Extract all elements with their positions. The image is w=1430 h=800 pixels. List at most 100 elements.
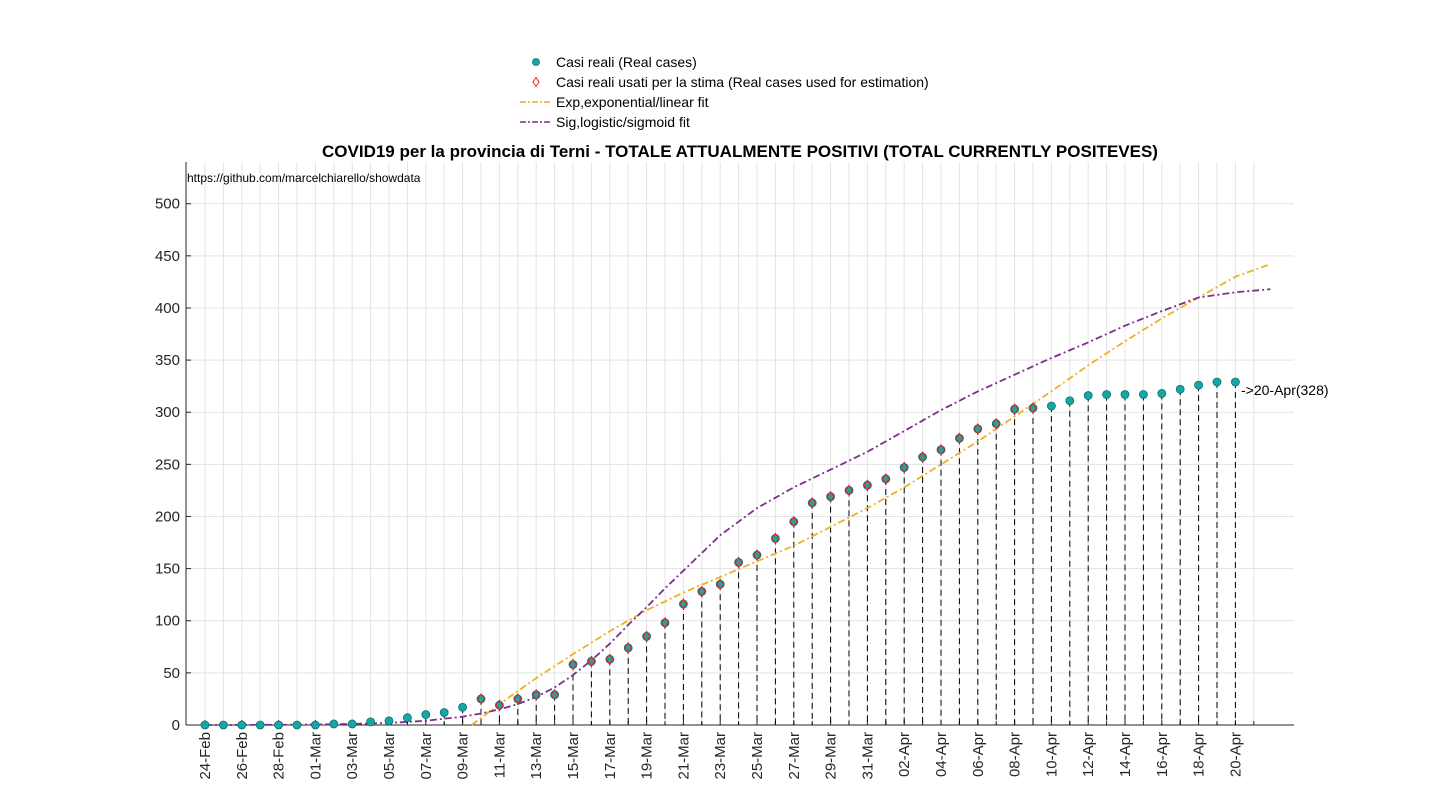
x-tick-label: 04-Apr [933, 732, 950, 777]
data-point [734, 557, 743, 567]
x-tick-label: 12-Apr [1080, 732, 1097, 777]
data-point [1139, 390, 1148, 399]
data-point [642, 631, 651, 641]
x-tick-label: 09-Mar [455, 732, 472, 780]
data-point [899, 463, 909, 472]
legend-item-exp-fit: Exp,exponential/linear fit [516, 92, 976, 112]
x-tick-label: 16-Apr [1154, 732, 1171, 777]
estimation-marker [863, 479, 872, 492]
data-point [807, 498, 817, 508]
data-point [605, 654, 615, 664]
data-point [1065, 396, 1075, 406]
dash-line-icon [520, 101, 552, 103]
estimation-marker [973, 423, 982, 435]
estimation-marker [476, 693, 486, 705]
x-tick-label: 06-Apr [970, 732, 987, 777]
estimation-marker [900, 461, 909, 474]
data-point [1120, 390, 1130, 399]
x-tick-label: 25-Mar [749, 732, 766, 780]
estimation-marker [587, 655, 596, 668]
data-point [494, 700, 504, 710]
estimation-marker [881, 473, 890, 485]
estimation-marker [550, 688, 559, 701]
fit-line [204, 288, 1271, 726]
legend-label: Sig,logistic/sigmoid fit [556, 114, 690, 130]
estimation-marker [532, 688, 541, 701]
estimation-marker [992, 417, 1001, 430]
fit-line [471, 263, 1271, 726]
data-point [402, 713, 412, 723]
x-tick-label: 17-Mar [602, 732, 619, 780]
data-point [1194, 380, 1203, 390]
data-point [973, 424, 983, 434]
data-point [1157, 389, 1167, 398]
y-tick-label: 100 [155, 613, 180, 630]
data-point [697, 587, 707, 596]
x-tick-label: 24-Feb [197, 732, 214, 780]
data-point [347, 719, 357, 729]
x-tick-label: 07-Mar [418, 732, 435, 780]
data-point [384, 716, 394, 726]
x-tick-label: 05-Mar [381, 732, 398, 780]
dash-line-icon [520, 121, 552, 123]
fit-lines [204, 263, 1271, 726]
data-point [936, 445, 946, 455]
legend: Casi reali (Real cases) Casi reali usati… [516, 52, 976, 132]
estimation-marker [495, 699, 504, 712]
diamond-icon [532, 76, 540, 88]
drop-lines [370, 381, 1236, 725]
x-tick-labels: 24-Feb 26-Feb 28-Feb 01-Mar 03-Mar 05-Mar 07-M… [197, 732, 1244, 780]
data-point [660, 618, 670, 628]
x-tick-label: 11-Mar [491, 732, 508, 778]
y-tick-labels: 0 50 100 150 200 250 300 350 400 450 500 [155, 196, 180, 734]
data-point [1028, 403, 1038, 413]
grid-lines [186, 162, 1294, 726]
x-tick-label: 10-Apr [1043, 732, 1060, 777]
estimation-marker [844, 484, 854, 497]
estimation-markers [476, 402, 1038, 712]
estimation-marker [660, 616, 670, 629]
y-tick-label: 0 [172, 717, 180, 734]
estimation-marker [716, 578, 725, 591]
data-point [237, 720, 247, 730]
y-tick-label: 150 [155, 561, 180, 578]
x-tick-label: 23-Mar [712, 732, 729, 780]
data-point [752, 550, 762, 560]
data-point [568, 660, 578, 669]
x-tick-label: 02-Apr [896, 732, 913, 777]
estimation-marker [624, 641, 633, 654]
estimation-marker [642, 630, 651, 643]
x-tick-label: 01-Mar [307, 732, 324, 780]
data-point [1047, 401, 1056, 411]
y-tick-label: 200 [155, 508, 180, 525]
chart-title: COVID19 per la provincia di Terni - TOTA… [322, 142, 1158, 161]
data-point [255, 720, 265, 730]
data-point [310, 720, 320, 730]
data-point [329, 719, 339, 729]
x-tick-label: 18-Apr [1191, 732, 1208, 777]
y-tick-label: 250 [155, 456, 180, 473]
estimation-marker [605, 653, 614, 666]
estimation-marker [1028, 402, 1038, 414]
data-point [1083, 391, 1093, 400]
data-point [587, 657, 596, 666]
data-point [863, 480, 872, 490]
x-tick-label: 21-Mar [675, 732, 692, 780]
data-point [1212, 377, 1222, 387]
data-point [513, 694, 523, 704]
estimation-marker [679, 598, 688, 610]
legend-label: Casi reali usati per la stima (Real case… [556, 74, 929, 90]
y-tick-label: 50 [163, 665, 180, 682]
x-tick-label: 27-Mar [786, 732, 803, 780]
x-tick-label: 28-Feb [271, 732, 288, 780]
estimation-marker [513, 693, 522, 705]
data-point [531, 690, 541, 700]
y-tick-label: 300 [155, 404, 180, 421]
estimation-marker [697, 585, 706, 598]
estimation-marker [826, 490, 835, 503]
estimation-marker [568, 658, 578, 671]
data-point [715, 579, 725, 589]
data-point [826, 492, 835, 502]
estimation-marker [936, 443, 946, 456]
